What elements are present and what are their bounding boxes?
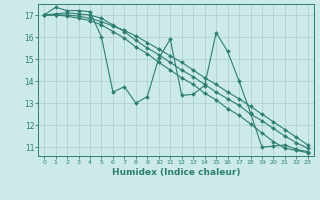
X-axis label: Humidex (Indice chaleur): Humidex (Indice chaleur) [112,168,240,177]
